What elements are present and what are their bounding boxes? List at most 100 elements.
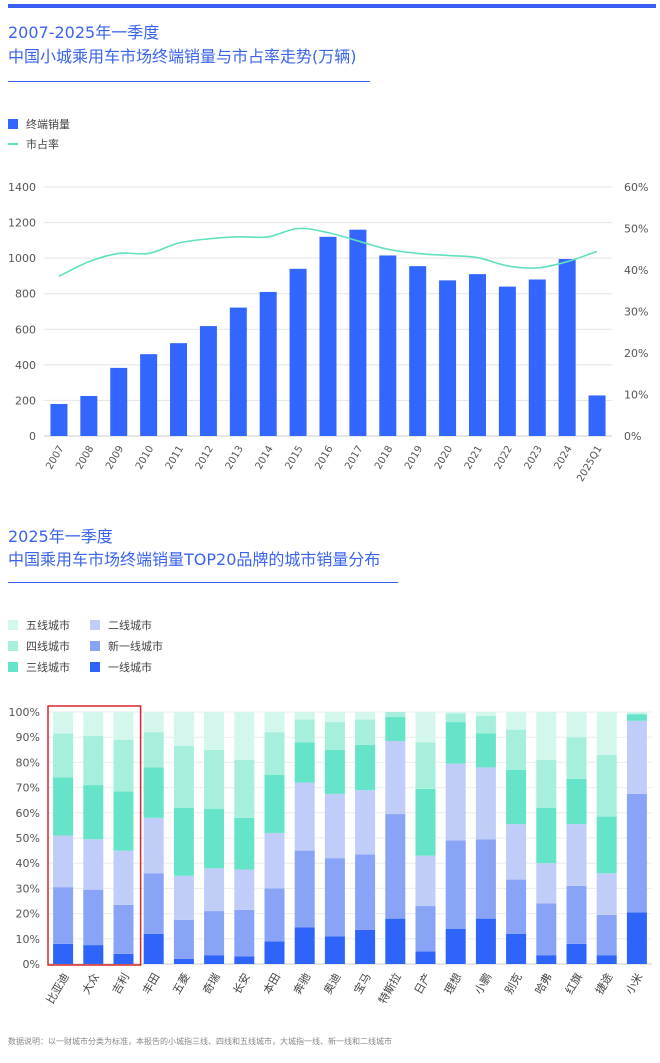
stacked-bar-segment (536, 955, 557, 964)
bar (409, 266, 427, 436)
x-tick-label: 别克 (502, 971, 524, 997)
bar (80, 395, 98, 436)
chart2-title-underline (8, 582, 398, 583)
chart2-legend-item: 一线城市 (90, 659, 152, 675)
legend-swatch (8, 620, 18, 630)
y-tick-label: 100% (9, 706, 40, 719)
x-tick-label: 哈弗 (532, 971, 555, 997)
legend-label: 四线城市 (26, 640, 70, 653)
stacked-bar-segment (566, 737, 587, 779)
chart1-title-line2: 中国小城乘用车市场终端销量与市占率走势(万辆) (8, 47, 357, 66)
stacked-bar-segment (53, 887, 74, 944)
legend-swatch (8, 119, 18, 129)
stacked-bar-segment (385, 918, 406, 964)
stacked-bar-segment (53, 712, 74, 734)
stacked-bar-segment (566, 778, 587, 825)
stacked-bar-segment (445, 713, 466, 723)
x-tick-label: 2010 (134, 444, 156, 472)
stacked-bar-segment (113, 712, 134, 740)
bar (528, 279, 546, 436)
y-tick-label-left: 400 (15, 359, 36, 372)
legend-label: 新一线城市 (108, 640, 163, 653)
x-tick-label: 比亚迪 (44, 971, 72, 1006)
stacked-bar-segment (415, 742, 436, 789)
stacked-bar-segment (204, 955, 225, 964)
stacked-bar-segment (264, 732, 285, 775)
legend-swatch (8, 662, 18, 672)
stacked-bar-segment (113, 904, 134, 954)
x-tick-label: 2007 (44, 444, 66, 472)
x-tick-label: 吉利 (110, 971, 132, 997)
y-tick-label-right: 30% (624, 306, 648, 319)
stacked-bar-segment (596, 816, 617, 874)
x-tick-label: 2021 (463, 444, 485, 472)
stacked-bar-segment (536, 712, 557, 760)
stacked-bar-segment (143, 712, 164, 733)
chart1-legend-bar: 终端销量 (8, 116, 70, 132)
legend-swatch (90, 620, 100, 630)
stacked-bar-segment (626, 712, 647, 714)
x-tick-label: 2011 (164, 444, 186, 472)
stacked-bar-segment (566, 885, 587, 944)
x-tick-label: 小米 (623, 971, 645, 997)
y-tick-label: 80% (16, 756, 40, 769)
stacked-bar-segment (324, 858, 345, 937)
stacked-bar-segment (626, 912, 647, 964)
x-tick-label: 小鹏 (472, 971, 494, 997)
stacked-bar-segment (626, 720, 647, 794)
y-tick-label-left: 1400 (8, 181, 36, 194)
bar (588, 395, 606, 436)
y-tick-label-left: 800 (15, 288, 36, 301)
x-tick-label: 2012 (194, 444, 216, 472)
x-tick-label: 丰田 (140, 971, 162, 997)
y-tick-label-left: 1000 (8, 252, 36, 265)
bar (170, 343, 188, 436)
legend-line-swatch (8, 143, 18, 145)
stacked-bar-segment (53, 777, 74, 836)
stacked-bar-segment (83, 785, 104, 840)
chart2-legend-item: 五线城市 (8, 617, 70, 633)
stacked-bar-segment (173, 875, 194, 920)
stacked-bar-segment (506, 824, 527, 880)
bar (498, 286, 516, 436)
bar (110, 367, 128, 436)
stacked-bar-segment (506, 729, 527, 770)
x-tick-label: 本田 (260, 971, 283, 997)
bar (140, 354, 158, 436)
chart1-legend-bar-label: 终端销量 (26, 118, 70, 131)
stacked-bar-segment (536, 863, 557, 904)
x-tick-label: 2015 (283, 444, 305, 472)
stacked-bar-segment (596, 754, 617, 817)
y-tick-label-left: 0 (29, 430, 36, 443)
bar (50, 403, 68, 436)
stacked-bar-segment (566, 712, 587, 738)
stacked-bar-segment (626, 793, 647, 913)
chart2-legend-item: 三线城市 (8, 659, 70, 675)
stacked-bar-segment (143, 873, 164, 934)
stacked-bar-segment (324, 793, 345, 859)
stacked-bar-segment (234, 956, 255, 964)
stacked-bar-segment (324, 936, 345, 964)
stacked-bar-segment (445, 840, 466, 929)
x-tick-label: 2018 (373, 444, 395, 472)
bar (199, 326, 217, 436)
stacked-bar-segment (113, 739, 134, 792)
stacked-bar-segment (143, 732, 164, 768)
stacked-bar-segment (204, 712, 225, 750)
legend-label: 三线城市 (26, 661, 70, 674)
stacked-bar-segment (626, 714, 647, 721)
legend-label: 二线城市 (108, 619, 152, 632)
y-tick-label: 30% (16, 882, 40, 895)
x-tick-label: 2025Q1 (575, 444, 604, 484)
y-tick-label: 0% (23, 958, 40, 971)
y-tick-label-right: 50% (624, 223, 648, 236)
y-tick-label: 50% (16, 832, 40, 845)
y-tick-label-left: 600 (15, 323, 36, 336)
bar (379, 255, 397, 436)
stacked-bar-segment (445, 712, 466, 714)
stacked-bar-segment (294, 782, 315, 851)
stacked-bar-segment (324, 712, 345, 723)
stacked-bar-segment (324, 722, 345, 750)
stacked-bar-segment (536, 807, 557, 864)
stacked-bar-segment (566, 824, 587, 886)
